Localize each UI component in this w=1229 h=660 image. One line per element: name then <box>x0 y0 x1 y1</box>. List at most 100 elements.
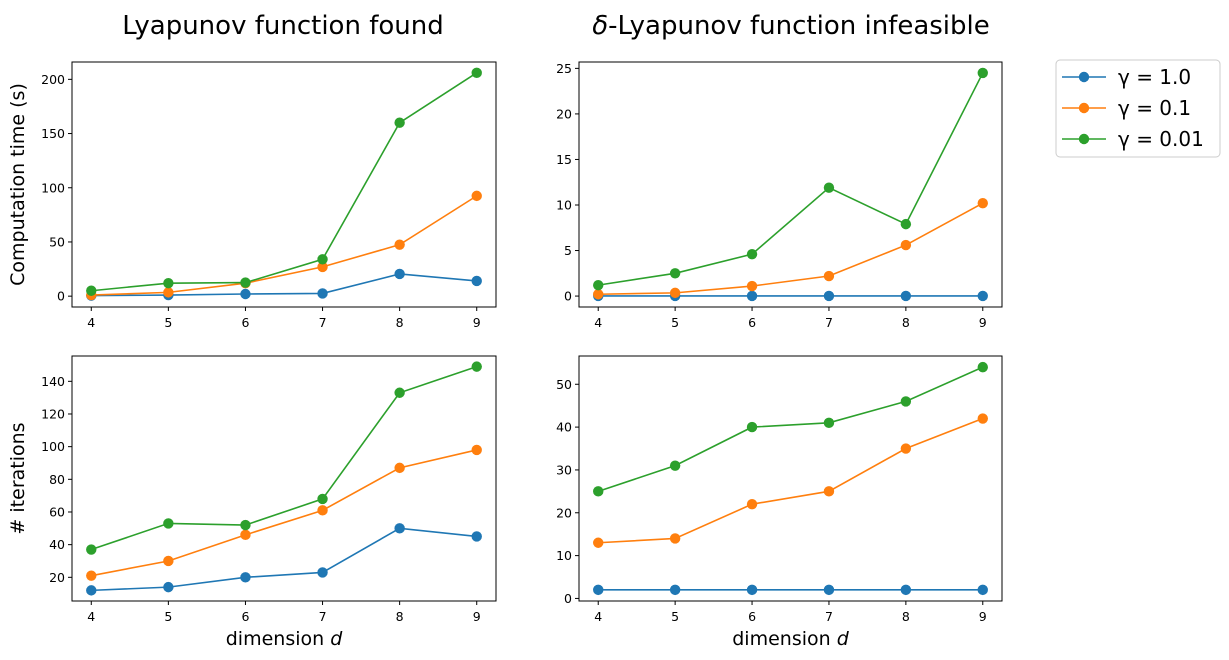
y-tick-label: 50 <box>49 234 65 249</box>
legend-frame <box>1055 59 1221 158</box>
data-point <box>471 531 482 542</box>
x-tick-label: 9 <box>473 609 481 624</box>
right-title-text: -Lyapunov function infeasible <box>608 11 990 41</box>
data-point <box>977 197 988 209</box>
data-point <box>746 498 758 510</box>
series-0 <box>593 584 988 596</box>
data-point <box>317 493 328 505</box>
subplot-iter_found: 4 5 6 7 8 9 20 40 60 80 100 120 140 # iterations dimen… <box>7 355 497 650</box>
legend-label: γ = 0.01 <box>1118 127 1204 151</box>
y-tick-label: 100 <box>41 439 65 454</box>
x-axis-label-text: dimension <box>226 628 330 650</box>
x-tick-label: 4 <box>87 609 95 624</box>
data-point <box>163 555 174 567</box>
data-point <box>163 581 174 593</box>
data-point <box>669 533 681 544</box>
y-tick-label: 20 <box>556 106 572 121</box>
y-tick-label: 20 <box>556 505 572 520</box>
series-2 <box>593 361 988 497</box>
series-2 <box>86 361 482 555</box>
legend-marker <box>1078 71 1090 83</box>
y-tick-label: 30 <box>556 462 572 477</box>
series-line <box>598 417 984 544</box>
data-point <box>669 584 681 596</box>
data-point <box>669 287 681 299</box>
series-line <box>598 202 984 296</box>
y-tick-label: 50 <box>556 377 572 392</box>
data-point <box>471 67 482 79</box>
data-point <box>593 279 604 291</box>
data-point <box>746 280 758 292</box>
series-line <box>91 527 477 592</box>
series-2 <box>86 67 482 296</box>
x-tick-label: 8 <box>396 315 404 330</box>
data-point <box>471 361 482 372</box>
x-tick-label: 7 <box>825 609 833 624</box>
data-point <box>471 275 482 287</box>
y-tick-label: 200 <box>41 72 65 87</box>
right-column-title: δ-Lyapunov function infeasible <box>592 11 990 41</box>
data-point <box>593 584 604 596</box>
data-point <box>86 585 97 596</box>
series-line <box>91 72 478 292</box>
data-point <box>317 254 328 265</box>
x-tick-label: 6 <box>241 609 249 624</box>
series-line <box>91 449 477 577</box>
data-point <box>746 584 758 596</box>
data-point <box>977 584 988 596</box>
data-point <box>394 268 405 280</box>
data-point <box>593 289 604 300</box>
x-tick-label: 9 <box>473 315 481 330</box>
data-point <box>900 396 912 407</box>
series-1 <box>86 190 482 301</box>
axes-frame <box>71 355 497 602</box>
data-point <box>900 290 912 302</box>
series-line <box>91 365 477 551</box>
data-point <box>240 277 251 288</box>
data-point <box>317 505 328 516</box>
x-tick-label: 8 <box>902 315 910 330</box>
data-point <box>163 518 174 529</box>
x-tick-label: 7 <box>319 315 327 330</box>
data-point <box>394 523 405 534</box>
data-point <box>86 570 97 581</box>
data-point <box>317 567 328 578</box>
y-tick-label: 0 <box>57 289 65 304</box>
series-line <box>598 72 984 286</box>
x-tick-label: 5 <box>671 315 679 330</box>
x-tick-label: 6 <box>748 315 756 330</box>
data-point <box>977 67 988 79</box>
y-tick-label: 5 <box>564 243 572 258</box>
subplot-time_infeasible: 4 5 6 7 8 9 0 5 10 15 20 25 <box>556 61 1003 330</box>
series-line <box>597 366 984 493</box>
y-tick-label: 140 <box>41 374 65 389</box>
data-point <box>394 462 405 474</box>
subplot-iter_infeasible: 4 5 6 7 8 9 0 10 20 30 40 50 dimension d <box>556 355 1003 650</box>
y-tick-label: 40 <box>556 420 572 435</box>
data-point <box>593 537 604 548</box>
right-title-symbol: δ <box>592 11 608 41</box>
legend-entry: γ = 1.0 <box>1062 65 1191 89</box>
legend-marker <box>1078 133 1090 145</box>
y-tick-label: 120 <box>41 406 65 421</box>
data-point <box>823 486 835 497</box>
data-point <box>669 460 681 471</box>
x-tick-label: 7 <box>319 609 327 624</box>
legend-label: γ = 1.0 <box>1118 65 1191 89</box>
series-1 <box>593 413 988 548</box>
x-tick-label: 8 <box>396 609 404 624</box>
x-tick-label: 6 <box>241 315 249 330</box>
x-tick-label: 5 <box>671 609 679 624</box>
data-point <box>823 182 835 193</box>
data-point <box>900 443 912 454</box>
x-tick-label: 5 <box>164 609 172 624</box>
x-tick-label: 9 <box>979 315 987 330</box>
data-point <box>900 584 912 596</box>
series-0 <box>593 290 988 302</box>
y-tick-label: 60 <box>49 504 65 519</box>
data-point <box>746 248 758 260</box>
y-axis-label: Computation time (s) <box>7 83 29 286</box>
data-point <box>823 584 835 596</box>
x-tick-label: 5 <box>164 315 172 330</box>
